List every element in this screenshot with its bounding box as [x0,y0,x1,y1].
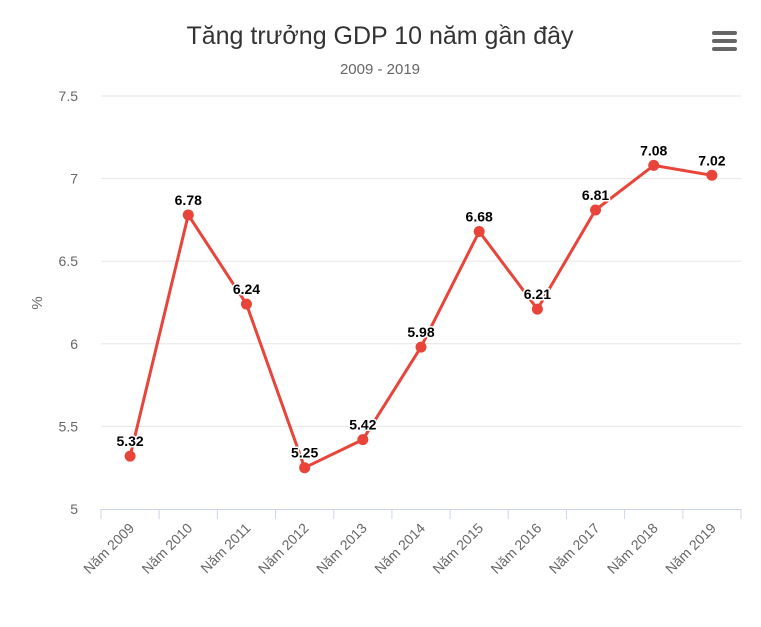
data-point[interactable] [124,450,136,462]
data-point[interactable] [531,303,543,315]
x-tick-label: Năm 2014 [371,520,428,577]
x-tick-label: Năm 2011 [197,520,253,576]
x-axis: Năm 2009 Năm 2010 Năm 2011 Năm 2012 Năm 2013… [80,509,742,577]
x-tick-label: Năm 2013 [313,520,370,577]
data-label: 7.08 [640,142,667,158]
x-tick-label: Năm 2010 [138,520,195,577]
data-label: 5.42 [349,417,376,433]
hamburger-menu-icon [712,31,737,51]
data-label: 6.68 [466,208,493,224]
data-point[interactable] [473,225,485,237]
data-label: 6.78 [175,192,202,208]
x-tick-label: Năm 2019 [662,520,719,577]
x-tick-label: Năm 2009 [80,520,137,577]
y-tick-label: 6.5 [59,253,79,269]
x-tick-label: Năm 2012 [255,520,312,577]
chart-subtitle: 2009 - 2019 [340,61,420,78]
menu-button[interactable] [706,26,742,56]
data-label: 5.32 [116,433,143,449]
data-labels: 5.32 6.78 6.24 5.25 5.42 5.98 6.68 6.21 6.81 7.08… [115,141,727,462]
data-point[interactable] [590,204,602,216]
y-axis-ticks: 5 5.5 6 6.5 7 7.5 [59,88,79,517]
series-line [128,163,714,470]
data-point[interactable] [648,159,660,171]
data-points [124,159,718,474]
x-tick-label: Năm 2015 [429,520,486,577]
y-tick-label: 5.5 [59,418,79,434]
x-tick-label: Năm 2016 [487,520,544,577]
y-tick-label: 7 [70,171,78,187]
y-tick-label: 5 [70,501,78,517]
data-point[interactable] [415,341,427,353]
series-line-path [128,163,714,470]
data-point[interactable] [357,434,369,446]
data-point[interactable] [706,169,718,181]
chart-title: Tăng trưởng GDP 10 năm gần đây [186,22,574,50]
y-axis-label: % [29,296,46,309]
data-label: 6.21 [524,286,551,302]
data-label: 6.24 [233,281,260,297]
data-point[interactable] [299,462,311,474]
y-tick-label: 7.5 [59,88,79,104]
data-label: 5.98 [407,324,434,340]
y-tick-label: 6 [70,336,78,352]
data-label: 5.25 [291,445,318,461]
data-label: 6.81 [582,187,609,203]
data-point[interactable] [240,298,252,310]
x-tick-label: Năm 2018 [604,520,661,577]
data-label: 7.02 [698,152,725,168]
data-point[interactable] [182,209,194,221]
x-tick-label: Năm 2017 [546,520,603,577]
